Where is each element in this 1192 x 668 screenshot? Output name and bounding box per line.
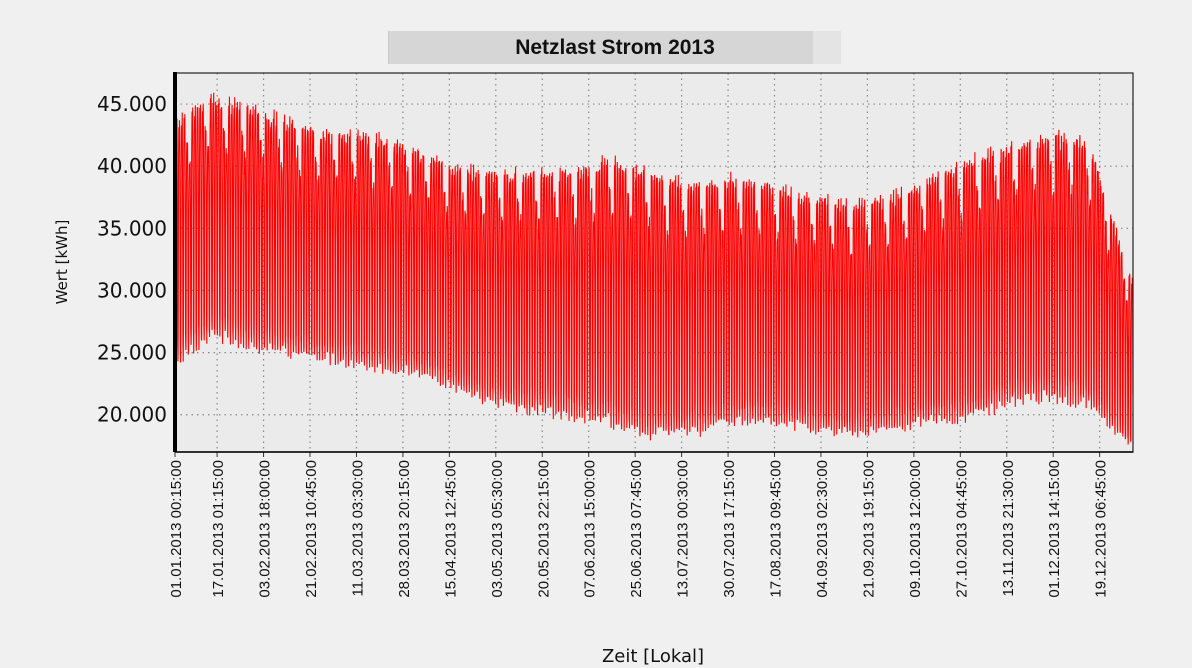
- x-tick-label: 25.06.2013 07:45:00: [628, 460, 645, 598]
- y-tick-label: 45.000: [97, 92, 167, 116]
- x-tick-label: 04.09.2013 02:30:00: [814, 460, 831, 598]
- title-shade: [813, 31, 841, 64]
- x-tick-label: 01.12.2013 14:15:00: [1046, 460, 1063, 598]
- x-tick-label: 11.03.2013 03:30:00: [349, 460, 366, 597]
- x-tick-label: 13.07.2013 00:30:00: [675, 460, 692, 598]
- x-tick-label: 21.09.2013 19:15:00: [860, 460, 877, 598]
- series-line: [174, 92, 1134, 445]
- x-tick-label: 21.02.2013 10:45:00: [303, 460, 320, 598]
- chart-title-box: Netzlast Strom 2013: [388, 31, 841, 64]
- x-tick-label: 03.05.2013 05:30:00: [489, 460, 506, 598]
- y-axis-title: Wert [kWh]: [53, 220, 71, 305]
- x-tick-label: 15.04.2013 12:45:00: [442, 460, 459, 598]
- y-tick-label: 35.000: [97, 216, 167, 240]
- x-tick-label: 19.12.2013 06:45:00: [1093, 460, 1110, 598]
- x-tick-label: 28.03.2013 20:15:00: [396, 460, 413, 598]
- x-tick-label: 30.07.2013 17:15:00: [721, 460, 738, 598]
- y-tick-label: 20.000: [97, 403, 167, 427]
- x-axis-title: Zeit [Lokal]: [602, 646, 704, 667]
- x-tick-label: 20.05.2013 22:15:00: [535, 460, 552, 598]
- x-tick-label: 13.11.2013 21:30:00: [1000, 460, 1017, 597]
- x-tick-label: 03.02.2013 18:00:00: [257, 460, 274, 598]
- y-tick-label: 40.000: [97, 154, 167, 178]
- x-tick-label: 09.10.2013 12:00:00: [907, 460, 924, 598]
- x-tick-label: 07.06.2013 15:00:00: [582, 460, 599, 598]
- x-tick-label: 17.01.2013 01:15:00: [210, 460, 227, 598]
- x-tick-label: 27.10.2013 04:45:00: [953, 460, 970, 598]
- x-tick-label: 17.08.2013 09:45:00: [767, 460, 784, 598]
- chart-title: Netzlast Strom 2013: [515, 35, 715, 59]
- y-tick-label: 25.000: [97, 341, 167, 365]
- x-tick-label: 01.01.2013 00:15:00: [168, 460, 185, 598]
- y-tick-label: 30.000: [97, 278, 167, 302]
